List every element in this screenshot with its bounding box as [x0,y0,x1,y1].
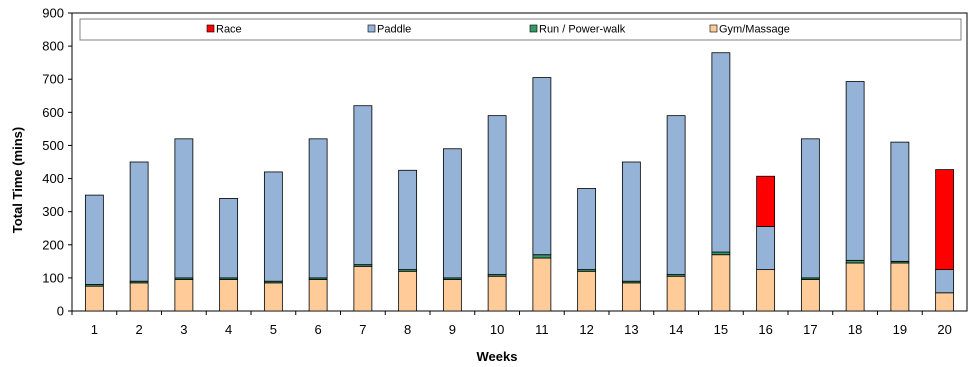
bar-segment-paddle [308,138,328,279]
y-tick-label: 300 [42,204,64,219]
bar-segment-paddle [84,194,104,285]
x-tick-label: 14 [669,322,683,337]
bar-segment-paddle [219,198,239,279]
x-tick-label: 15 [714,322,728,337]
legend-label: Gym/Massage [719,24,790,36]
y-tick-label: 200 [42,237,64,252]
legend-label: Paddle [377,24,411,36]
bar-segment-gym-massage [129,282,149,312]
bar-segment-paddle [890,141,910,262]
bar-segment-gym-massage [711,254,731,312]
bar-segment-paddle [174,138,194,279]
bar-segment-gym-massage [353,265,373,312]
bar-segment-gym-massage [84,285,104,312]
y-tick-label: 700 [42,72,64,87]
x-tick-label: 10 [490,322,504,337]
y-axis-title: Total Time (mins) [10,127,25,233]
bar-segment-race [935,169,955,271]
x-tick-label: 19 [893,322,907,337]
bar-segment-paddle [129,161,149,282]
bar-segment-gym-massage [532,257,552,312]
y-tick-label: 0 [57,304,64,319]
bar-segment-gym-massage [577,270,597,312]
bar-segment-gym-massage [442,279,462,312]
bar-segment-paddle [935,269,955,294]
bar-segment-paddle [621,161,641,282]
plot-frame [71,12,968,312]
legend-box [79,18,962,41]
bar-segment-paddle [442,148,462,279]
x-tick-label: 7 [359,322,366,337]
x-tick-label: 17 [803,322,817,337]
bar-segment-paddle [800,138,820,279]
x-tick-label: 8 [404,322,411,337]
legend-swatch [529,24,538,33]
bar-segment-paddle [353,105,373,266]
y-tick-label: 600 [42,105,64,120]
x-tick-label: 11 [535,322,549,337]
y-tick-label: 100 [42,270,64,285]
x-tick-label: 20 [937,322,951,337]
bar-segment-gym-massage [756,269,776,312]
x-tick-label: 4 [225,322,232,337]
y-tick-label: 500 [42,138,64,153]
x-tick-label: 6 [315,322,322,337]
bar-segment-run-power-walk [532,254,552,259]
x-tick-label: 18 [848,322,862,337]
bar-segment-gym-massage [845,262,865,312]
x-axis-title: Weeks [477,349,518,364]
legend: Race Paddle Run / Power-walk Gym/Massage [79,18,962,41]
y-tick-label: 400 [42,171,64,186]
bar-segment-gym-massage [621,282,641,312]
legend-label: Race [216,24,242,36]
x-tick-label: 16 [758,322,772,337]
bar-segment-gym-massage [487,275,507,312]
y-tick-label: 800 [42,39,64,54]
bar-segment-paddle [532,77,552,256]
x-tick-label: 9 [449,322,456,337]
x-tick-label: 3 [180,322,187,337]
bar-segment-paddle [263,171,283,282]
bar-segment-paddle [577,188,597,271]
x-tick-label: 12 [579,322,593,337]
bar-segment-gym-massage [800,279,820,312]
bar-segment-paddle [711,52,731,253]
bar-segment-gym-massage [174,279,194,312]
bar-segment-gym-massage [398,270,418,312]
y-axis-title-text: Total Time (mins) [10,127,25,233]
x-tick-label: 5 [270,322,277,337]
bar-segment-race [756,175,776,227]
bar-segment-paddle [845,81,865,261]
bar-segment-gym-massage [308,279,328,312]
x-tick-label: 13 [624,322,638,337]
x-tick-label: 1 [91,322,98,337]
legend-label: Run / Power-walk [539,24,626,36]
bar-segment-gym-massage [219,279,239,312]
y-tick-label: 900 [42,6,64,21]
bar-segment-gym-massage [263,282,283,312]
bar-segment-gym-massage [666,275,686,312]
bar-segment-paddle [398,169,418,271]
x-tick-label: 2 [136,322,143,337]
bar-segment-paddle [756,226,776,271]
legend-swatch [367,24,376,33]
bar-segment-gym-massage [935,292,955,312]
legend-swatch [709,24,718,33]
bar-segment-paddle [487,115,507,275]
bar-segment-paddle [666,115,686,275]
legend-swatch [206,24,215,33]
bar-segment-gym-massage [890,262,910,312]
